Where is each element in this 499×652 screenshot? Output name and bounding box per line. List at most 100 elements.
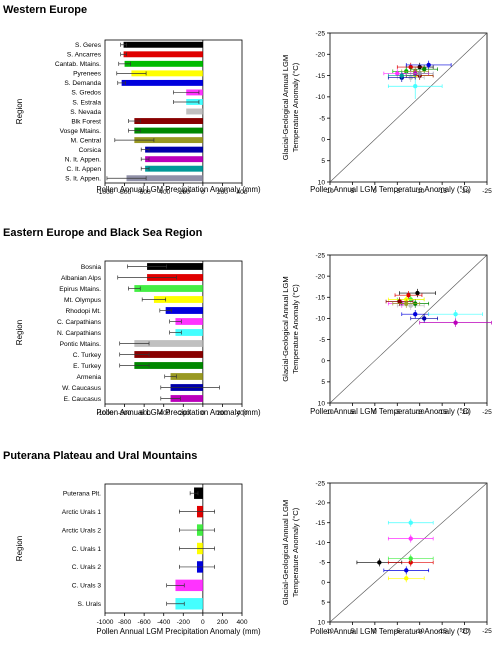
bar-x-axis-title: Pollen Annual LGM Precipitation Anomaly …: [96, 627, 261, 636]
bar-chart-2: Puterana Plt. Arctic Urals 1 Arctic Urals …: [15, 483, 261, 636]
x-tick-label: -400: [157, 189, 171, 196]
bar: [145, 165, 203, 172]
x-tick-label: 0: [201, 189, 205, 196]
x-tick-label: -5: [394, 628, 400, 635]
x-tick-label: -5: [394, 409, 400, 416]
bar-plot-frame: [104, 39, 243, 184]
category-label: S. Estrala: [72, 99, 101, 106]
category-label: S. Geres: [75, 42, 102, 49]
category-label: Bosnia: [81, 264, 101, 271]
x-tick-label: 10: [326, 409, 334, 416]
x-tick-label: -10: [415, 409, 425, 416]
y-tick-label: -20: [315, 273, 325, 280]
bar-chart-0: S. Geres S. Ancarres Cantab. Mtains. Pyrene…: [15, 39, 261, 196]
x-tick-label: -20: [460, 628, 470, 635]
section-title-puterana-urals: Puterana Plateau and Ural Mountains: [3, 450, 198, 462]
x-tick-label: -600: [138, 410, 152, 417]
bar: [134, 362, 203, 369]
x-tick-label: -800: [118, 410, 132, 417]
y-tick-label: 10: [318, 179, 326, 186]
bar-y-axis-title: Region: [15, 99, 24, 124]
bar: [175, 598, 203, 610]
x-tick-label: -800: [118, 189, 132, 196]
y-tick-label: -20: [315, 52, 325, 59]
scatter-plot-frame: [329, 254, 488, 404]
category-label: Corsica: [79, 147, 102, 154]
x-tick-label: -200: [177, 410, 191, 417]
category-label: N. It. Appen.: [65, 156, 101, 163]
category-label: C. Turkey: [73, 352, 102, 359]
bar: [134, 351, 203, 358]
category-label: Arctic Urals 1: [62, 509, 102, 516]
bar-y-axis-title: Region: [15, 320, 24, 345]
category-label: Pontic Mtains.: [60, 341, 102, 348]
y-tick-label: 0: [321, 358, 325, 365]
x-tick-label: 200: [217, 189, 228, 196]
x-tick-label: -800: [118, 619, 132, 626]
bar: [175, 318, 203, 325]
data-point: [404, 297, 409, 302]
bar-plot-frame: [104, 260, 243, 405]
bar: [170, 395, 203, 402]
section-title-western-europe: Western Europe: [3, 4, 88, 16]
x-tick-label: -20: [460, 409, 470, 416]
bar-x-axis-title: Pollen Annual LGM Precipitation Anomaly …: [96, 185, 261, 194]
category-label: C. Urals 3: [72, 583, 102, 590]
y-tick-label: 5: [321, 599, 325, 606]
x-tick-label: -10: [415, 188, 425, 195]
data-point: [377, 560, 382, 565]
data-point: [415, 290, 420, 296]
bar: [126, 175, 203, 182]
y-tick-label: -15: [315, 73, 325, 80]
bar: [134, 340, 203, 347]
x-tick-label: -10: [415, 628, 425, 635]
category-label: C. Urals 1: [72, 546, 102, 553]
category-label: E. Caucasus: [64, 396, 102, 403]
data-point: [395, 71, 400, 76]
x-tick-label: 200: [217, 619, 228, 626]
x-tick-label: 5: [351, 188, 355, 195]
bar: [175, 579, 203, 592]
data-point: [408, 303, 413, 308]
data-point: [404, 301, 409, 306]
scatter-x-axis-title: Pollen Annual LGM Temperature Anomaly (°…: [310, 185, 471, 194]
category-label: Cantab. Mtains.: [55, 61, 101, 68]
bar-plot-frame: [104, 483, 243, 614]
bar: [123, 41, 203, 48]
x-tick-label: 0: [373, 628, 377, 635]
x-tick-label: 400: [236, 619, 247, 626]
category-label: Armenia: [76, 374, 101, 381]
y-tick-label: -10: [315, 94, 325, 101]
x-tick-label: -15: [437, 409, 447, 416]
x-tick-label: -5: [394, 188, 400, 195]
data-point: [404, 568, 409, 573]
x-tick-label: -25: [482, 409, 492, 416]
scatter-chart-0: 10 5 0 -5 -10 -15 -20 -25 10 5 0 -5 -10 -15 -20 -25 Poll…: [281, 30, 492, 195]
bar: [145, 156, 203, 163]
category-label: Epirus Mtains.: [59, 286, 101, 293]
category-label: S. Gredos: [71, 90, 101, 97]
category-label: Blk Forest: [71, 118, 101, 125]
scatter-x-axis-title: Pollen Annual LGM Temperature Anomaly (°…: [310, 627, 471, 636]
category-label: Arctic Urals 2: [62, 527, 102, 534]
y-tick-label: 0: [321, 580, 325, 587]
data-point: [426, 62, 431, 68]
y-tick-label: -5: [319, 560, 325, 567]
data-point: [397, 299, 402, 304]
x-tick-label: -1000: [97, 619, 114, 626]
y-tick-label: -25: [315, 30, 325, 37]
y-tick-label: -25: [315, 252, 325, 259]
bar: [131, 70, 203, 77]
data-point: [408, 536, 413, 541]
bar: [147, 263, 203, 270]
data-point: [413, 312, 418, 317]
y-tick-label: -15: [315, 295, 325, 302]
category-label: S. Urals: [78, 601, 102, 608]
data-point: [422, 66, 427, 72]
bar: [165, 307, 203, 314]
x-tick-label: -600: [138, 189, 152, 196]
category-label: Vosge Mtains.: [60, 128, 102, 135]
bar: [134, 127, 203, 134]
category-label: S. Demanda: [64, 80, 101, 87]
x-tick-label: -15: [437, 628, 447, 635]
